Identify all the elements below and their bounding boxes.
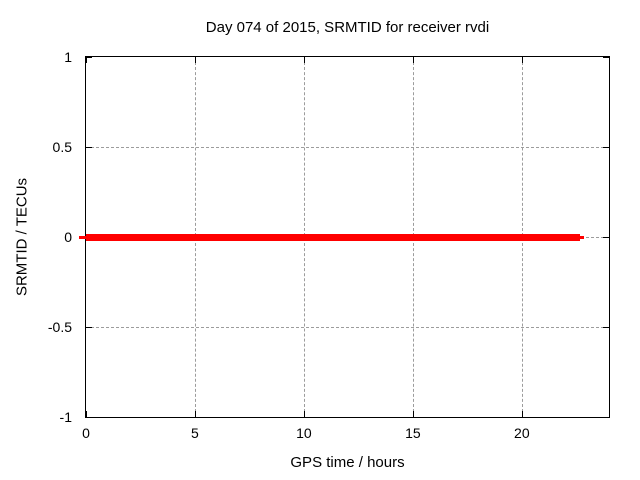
y-tick-mark: [86, 417, 92, 418]
y-tick-label: 0: [64, 229, 72, 245]
y-tick-label: -0.5: [47, 319, 72, 335]
y-gridline: [86, 147, 609, 148]
y-tick-mark: [86, 327, 92, 328]
chart-title: Day 074 of 2015, SRMTID for receiver rvd…: [205, 19, 490, 36]
x-tick-label: 20: [514, 425, 530, 441]
y-tick-label: -1: [59, 409, 72, 425]
x-tick-mark: [303, 57, 305, 63]
y-tick-mark: [603, 57, 609, 58]
data-series-line: [79, 235, 86, 239]
y-tick-mark: [603, 327, 609, 328]
x-tick-mark: [303, 411, 305, 417]
y-tick-mark: [86, 147, 92, 148]
x-tick-mark: [412, 57, 414, 63]
y-tick-mark: [86, 57, 92, 58]
y-tick-label: 1: [64, 49, 72, 65]
x-tick-mark: [521, 57, 523, 63]
x-tick-label: 5: [191, 425, 199, 441]
x-tick-mark: [86, 57, 87, 63]
x-tick-mark: [86, 411, 87, 417]
x-tick-label: 15: [405, 425, 421, 441]
x-tick-mark: [194, 411, 196, 417]
y-tick-mark: [603, 417, 609, 418]
y-tick-label: 0.5: [52, 139, 72, 155]
y-tick-mark: [603, 237, 609, 238]
x-tick-mark: [521, 411, 523, 417]
x-tick-mark: [194, 57, 196, 63]
x-tick-label: 0: [82, 425, 90, 441]
data-series-line: [579, 235, 585, 239]
y-tick-mark: [603, 147, 609, 148]
x-axis-label: GPS time / hours: [290, 454, 405, 471]
data-series-line: [86, 233, 580, 241]
x-tick-mark: [412, 411, 414, 417]
y-gridline: [86, 327, 609, 328]
plot-area: 0 5 10 15 20 -1 -0.5 0 0.5 1: [48, 49, 610, 441]
x-tick-label: 10: [296, 425, 312, 441]
